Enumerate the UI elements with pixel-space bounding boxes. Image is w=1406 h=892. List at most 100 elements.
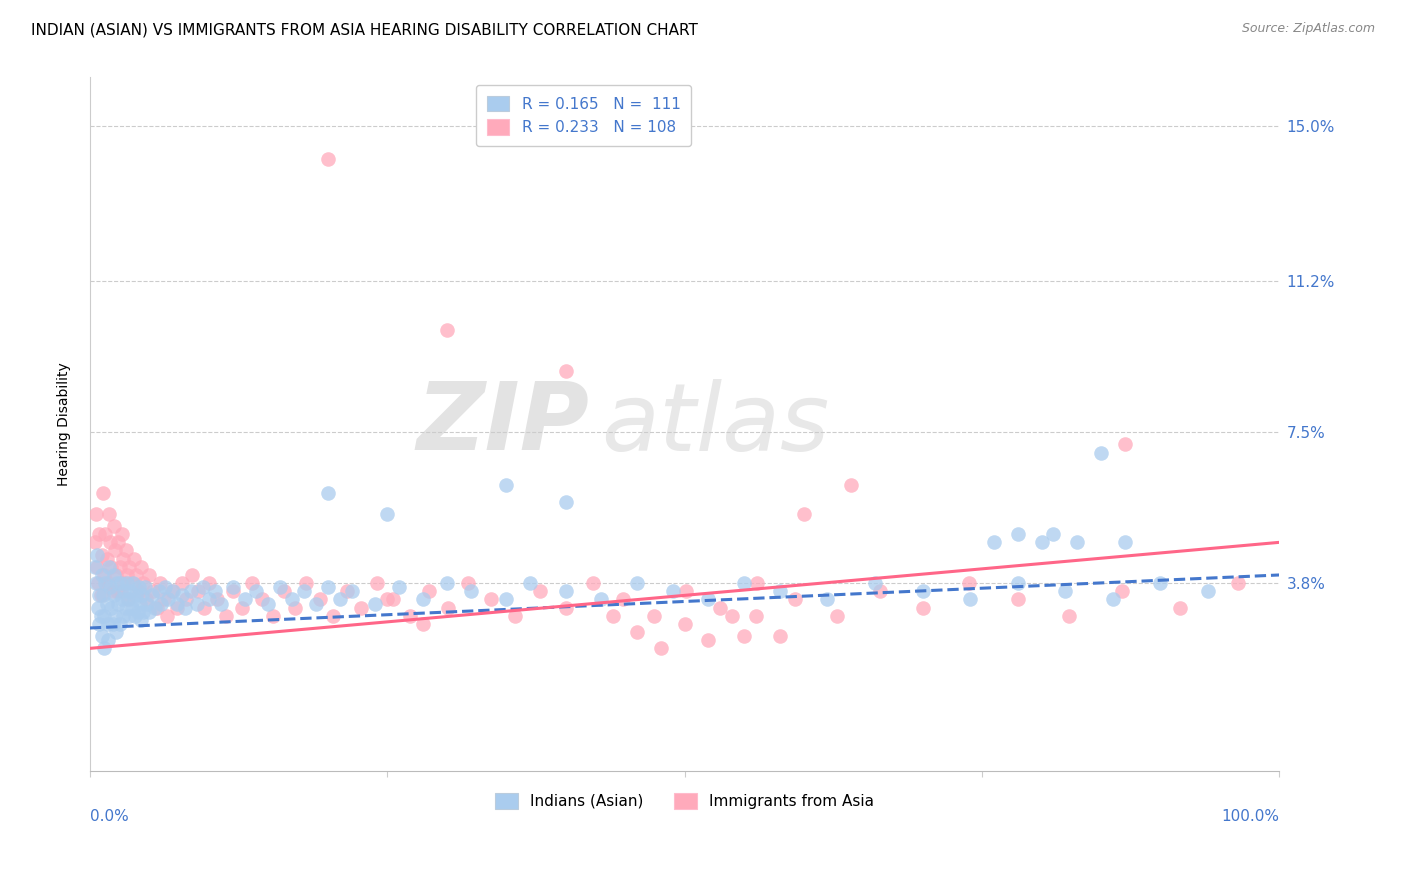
Point	[114, 600, 136, 615]
Point	[308, 592, 330, 607]
Point	[127, 605, 149, 619]
Point	[129, 559, 152, 574]
Point	[209, 597, 232, 611]
Point	[697, 633, 720, 648]
Point	[582, 576, 605, 591]
Point	[626, 576, 648, 591]
Point	[115, 568, 138, 582]
Point	[221, 580, 243, 594]
Point	[785, 592, 807, 607]
Point	[479, 592, 502, 607]
Point	[117, 592, 139, 607]
Point	[911, 584, 934, 599]
Point	[160, 584, 183, 599]
Point	[100, 559, 122, 574]
Point	[1042, 527, 1064, 541]
Point	[121, 576, 143, 591]
Point	[815, 592, 838, 607]
Point	[1057, 608, 1080, 623]
Point	[747, 576, 769, 591]
Point	[1066, 535, 1088, 549]
Point	[591, 592, 613, 607]
Point	[134, 580, 156, 594]
Point	[911, 600, 934, 615]
Point	[114, 543, 136, 558]
Point	[174, 600, 197, 615]
Point	[198, 576, 221, 591]
Point	[90, 588, 112, 602]
Point	[191, 580, 214, 594]
Point	[104, 543, 127, 558]
Point	[1114, 437, 1136, 451]
Point	[626, 625, 648, 640]
Point	[128, 597, 150, 611]
Point	[252, 592, 274, 607]
Point	[170, 588, 193, 602]
Point	[399, 608, 422, 623]
Point	[340, 584, 363, 599]
Point	[91, 486, 114, 500]
Point	[121, 600, 143, 615]
Point	[709, 600, 731, 615]
Point	[650, 641, 672, 656]
Point	[129, 613, 152, 627]
Point	[316, 152, 339, 166]
Point	[554, 364, 576, 378]
Point	[145, 600, 167, 615]
Point	[112, 551, 135, 566]
Point	[131, 588, 153, 602]
Text: 0.0%: 0.0%	[90, 809, 129, 824]
Point	[87, 600, 110, 615]
Point	[180, 584, 202, 599]
Point	[132, 576, 155, 591]
Point	[316, 486, 339, 500]
Point	[89, 527, 111, 541]
Point	[107, 597, 129, 611]
Point	[125, 568, 148, 582]
Point	[97, 633, 120, 648]
Point	[105, 625, 128, 640]
Point	[118, 559, 141, 574]
Point	[554, 584, 576, 599]
Point	[697, 592, 720, 607]
Point	[108, 559, 131, 574]
Point	[136, 597, 159, 611]
Point	[110, 576, 132, 591]
Point	[257, 597, 280, 611]
Point	[1031, 535, 1053, 549]
Point	[957, 576, 980, 591]
Point	[959, 592, 981, 607]
Point	[863, 576, 886, 591]
Point	[336, 584, 359, 599]
Point	[96, 551, 118, 566]
Point	[825, 608, 848, 623]
Point	[1054, 584, 1077, 599]
Point	[1007, 576, 1029, 591]
Point	[101, 616, 124, 631]
Point	[128, 580, 150, 594]
Point	[305, 597, 328, 611]
Point	[1090, 445, 1112, 459]
Text: INDIAN (ASIAN) VS IMMIGRANTS FROM ASIA HEARING DISABILITY CORRELATION CHART: INDIAN (ASIAN) VS IMMIGRANTS FROM ASIA H…	[31, 22, 697, 37]
Point	[98, 580, 121, 594]
Point	[153, 580, 176, 594]
Point	[733, 576, 755, 591]
Point	[181, 568, 204, 582]
Point	[839, 478, 862, 492]
Point	[103, 568, 125, 582]
Point	[107, 535, 129, 549]
Point	[329, 592, 352, 607]
Point	[90, 608, 112, 623]
Point	[97, 616, 120, 631]
Point	[675, 584, 697, 599]
Point	[98, 535, 121, 549]
Point	[97, 576, 120, 591]
Point	[1111, 584, 1133, 599]
Point	[350, 600, 373, 615]
Point	[205, 592, 228, 607]
Point	[495, 592, 517, 607]
Point	[769, 584, 792, 599]
Point	[90, 548, 112, 562]
Point	[231, 600, 253, 615]
Point	[412, 592, 434, 607]
